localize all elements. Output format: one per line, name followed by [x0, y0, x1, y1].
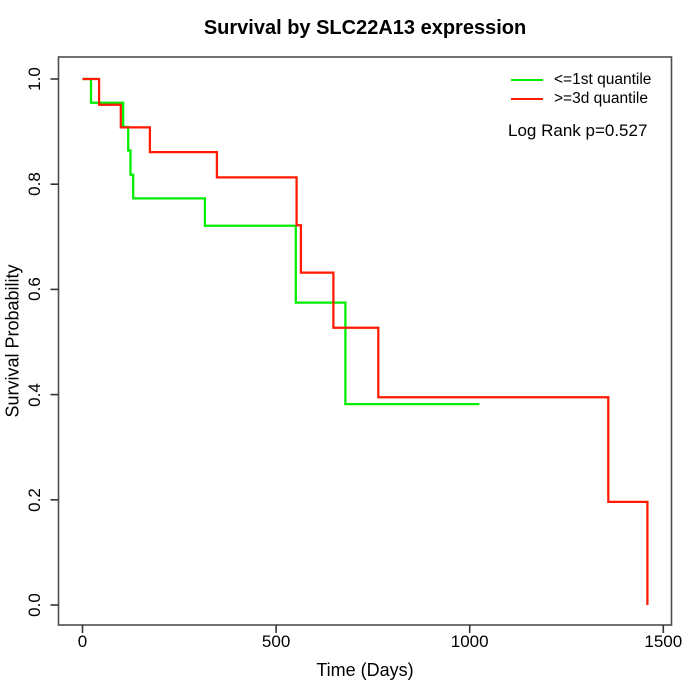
chart-title: Survival by SLC22A13 expression — [203, 17, 527, 39]
x-axis-label: Time (Days) — [316, 660, 414, 680]
y-tick-label: 0.2 — [25, 487, 44, 512]
x-tick-label: 1000 — [450, 632, 489, 651]
km-curve-high-expression — [82, 77, 649, 605]
legend-item-low-expression: <=1st quantile — [511, 71, 652, 88]
legend-item-high-expression: >=3d quantile — [511, 90, 648, 107]
y-tick-label: 0.6 — [25, 277, 44, 302]
log-rank-pvalue: Log Rank p=0.527 — [508, 121, 648, 140]
legend-label-low: <=1st quantile — [554, 71, 652, 88]
y-tick-label: 0.4 — [25, 382, 44, 407]
km-curve-low-expression — [82, 77, 480, 406]
y-tick-label: 1.0 — [25, 67, 44, 91]
legend-label-high: >=3d quantile — [554, 90, 648, 107]
x-tick-label: 0 — [77, 632, 88, 651]
y-tick-label: 0.8 — [25, 172, 44, 197]
y-tick-label: 0.0 — [25, 593, 44, 617]
x-tick-label: 500 — [261, 632, 291, 651]
legend-line-green — [511, 78, 543, 82]
legend-line-red — [511, 97, 543, 101]
x-tick-label: 1500 — [644, 632, 683, 651]
plot-frame — [57, 56, 673, 626]
